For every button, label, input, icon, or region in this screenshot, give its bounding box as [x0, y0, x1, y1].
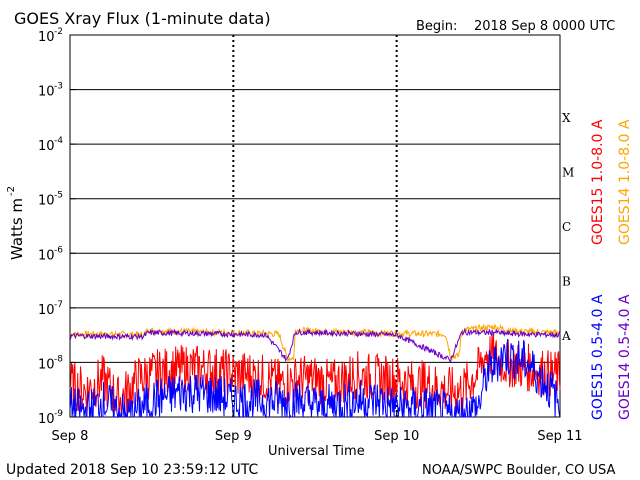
y-axis-ticks: 10-910-810-710-610-510-410-310-2 — [38, 27, 76, 427]
flare-class-M: M — [562, 165, 574, 179]
y-tick-exp-5: -4 — [54, 136, 63, 146]
legend: GOES15 1.0-8.0 A GOES14 1.0-8.0 A GOES15… — [590, 119, 633, 420]
flare-class-B: B — [562, 275, 571, 289]
series-line-2 — [69, 327, 561, 363]
updated-timestamp: Updated 2018 Sep 10 23:59:12 UTC — [6, 462, 259, 478]
x-axis-ticks: Sep 8 Sep 9 Sep 10 Sep 11 — [52, 411, 583, 444]
flare-class-labels: A B C M X — [561, 111, 574, 343]
x-tick-label-3: Sep 11 — [537, 429, 582, 444]
series-line-3 — [69, 338, 561, 419]
y-tick-exp-1: -8 — [54, 354, 63, 364]
x-tick-label-2: Sep 10 — [374, 429, 419, 444]
y-tick-exp-6: -3 — [54, 82, 63, 92]
chart-title: GOES Xray Flux (1-minute data) — [14, 9, 271, 28]
y-tick-label-2: 10 — [38, 303, 55, 318]
y-tick-label-0: 10 — [38, 412, 55, 427]
legend-goes15-short: GOES15 0.5-4.0 A — [590, 294, 606, 420]
y-tick-label-5: 10 — [38, 139, 55, 154]
legend-goes14-short: GOES14 0.5-4.0 A — [617, 294, 633, 420]
flare-class-A: A — [561, 329, 571, 343]
legend-goes15-long: GOES15 1.0-8.0 A — [590, 119, 606, 245]
y-tick-label-4: 10 — [38, 194, 55, 209]
y-tick-exp-0: -9 — [54, 409, 63, 419]
y-axis-label: Watts m -2 — [6, 186, 26, 260]
legend-goes14-long: GOES14 1.0-8.0 A — [617, 119, 633, 245]
series-line-1 — [69, 332, 561, 418]
y-tick-exp-7: -2 — [54, 27, 63, 37]
x-tick-label-0: Sep 8 — [52, 429, 89, 444]
flare-class-X: X — [562, 111, 571, 125]
begin-value: 2018 Sep 8 0000 UTC — [474, 19, 615, 34]
y-tick-label-3: 10 — [38, 248, 55, 263]
y-tick-exp-4: -5 — [54, 191, 63, 201]
y-axis-label-sup: -2 — [6, 186, 17, 196]
credit-text: NOAA/SWPC Boulder, CO USA — [422, 463, 615, 478]
y-tick-label-7: 10 — [38, 30, 55, 45]
y-tick-exp-2: -7 — [54, 300, 63, 310]
y-tick-label-6: 10 — [38, 85, 55, 100]
series-layer — [69, 323, 561, 419]
x-tick-label-1: Sep 9 — [215, 429, 252, 444]
x-axis-label: Universal Time — [268, 444, 365, 459]
flare-class-C: C — [562, 220, 571, 234]
begin-label: Begin: — [416, 19, 457, 34]
y-tick-exp-3: -6 — [54, 245, 63, 255]
y-axis-label-base: Watts m — [8, 198, 26, 260]
y-tick-label-1: 10 — [38, 357, 55, 372]
